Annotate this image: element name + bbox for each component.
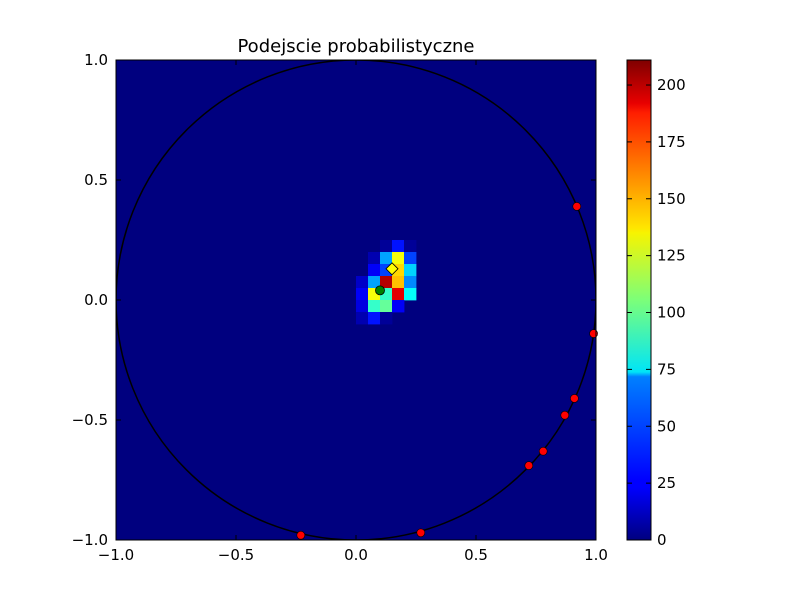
heatmap-cell xyxy=(356,276,369,289)
heatmap-cell xyxy=(368,300,381,313)
x-tick-label: 1.0 xyxy=(584,546,608,564)
y-tick-label: 1.0 xyxy=(84,51,108,69)
colorbar-tick-label: 200 xyxy=(657,76,686,94)
colorbar-tick-label: 50 xyxy=(657,417,676,435)
heatmap-cell xyxy=(404,240,417,253)
colorbar xyxy=(626,59,652,541)
heatmap-cells xyxy=(356,240,417,325)
heatmap-cell xyxy=(392,288,405,301)
heatmap-cell xyxy=(404,288,417,301)
heatmap-cell xyxy=(368,276,381,289)
heatmap-cell xyxy=(392,252,405,265)
x-tick-label: −0.5 xyxy=(218,546,254,564)
estimate-point xyxy=(385,262,399,276)
colorbar-tick-label: 75 xyxy=(657,360,676,378)
heatmap-cell xyxy=(392,300,405,313)
heatmap-cell xyxy=(380,252,393,265)
heatmap-cell xyxy=(356,312,369,325)
sensor-point xyxy=(538,446,548,456)
colorbar-ticks: 0 25 50 75 100 125 150 175 200 xyxy=(627,76,686,549)
colorbar-tick-label: 25 xyxy=(657,474,676,492)
heatmap-cell xyxy=(356,288,369,301)
marker-layer xyxy=(296,202,598,540)
heatmap-cell xyxy=(380,240,393,253)
sensor-point xyxy=(572,202,582,211)
x-tick-label: 0.5 xyxy=(464,546,488,564)
heatmap-cell xyxy=(380,300,393,313)
heatmap-cell xyxy=(404,264,417,277)
colorbar-tick-label: 0 xyxy=(657,531,667,549)
heatmap-cell xyxy=(404,276,417,289)
heatmap-cell xyxy=(392,276,405,289)
y-tick-label: −0.5 xyxy=(72,411,108,429)
axis-ticks: −1.0 −0.5 0.0 0.5 1.0 −1.0 −0.5 0.0 0.5 1.0 xyxy=(72,51,608,564)
heatmap-cell xyxy=(380,312,393,325)
y-tick-label: 0.0 xyxy=(84,291,108,309)
heatmap-cell xyxy=(404,252,417,265)
sensor-point xyxy=(524,461,534,470)
heatmap-cell xyxy=(356,300,369,313)
heatmap-cell xyxy=(380,276,393,289)
y-tick-label: −1.0 xyxy=(72,531,108,549)
colorbar-tick-label: 175 xyxy=(657,133,686,151)
heatmap-cell xyxy=(368,252,381,265)
true-location-point xyxy=(375,285,385,296)
colorbar-tick-label: 150 xyxy=(657,190,686,208)
chart-title: Podejscie probabilistyczne xyxy=(237,36,474,57)
colorbar-tick-label: 125 xyxy=(657,247,686,265)
x-tick-label: 0.0 xyxy=(344,546,368,564)
heatmap-cell xyxy=(368,312,381,325)
heatmap-cell xyxy=(368,264,381,277)
sensor-point xyxy=(296,530,306,540)
sensor-point xyxy=(570,394,579,403)
colorbar-tick-label: 100 xyxy=(657,304,686,322)
y-tick-label: 0.5 xyxy=(84,171,108,189)
x-tick-label: −1.0 xyxy=(98,546,134,564)
sensor-point xyxy=(560,410,570,420)
heatmap-cell xyxy=(392,240,405,253)
sensor-point xyxy=(416,528,426,538)
